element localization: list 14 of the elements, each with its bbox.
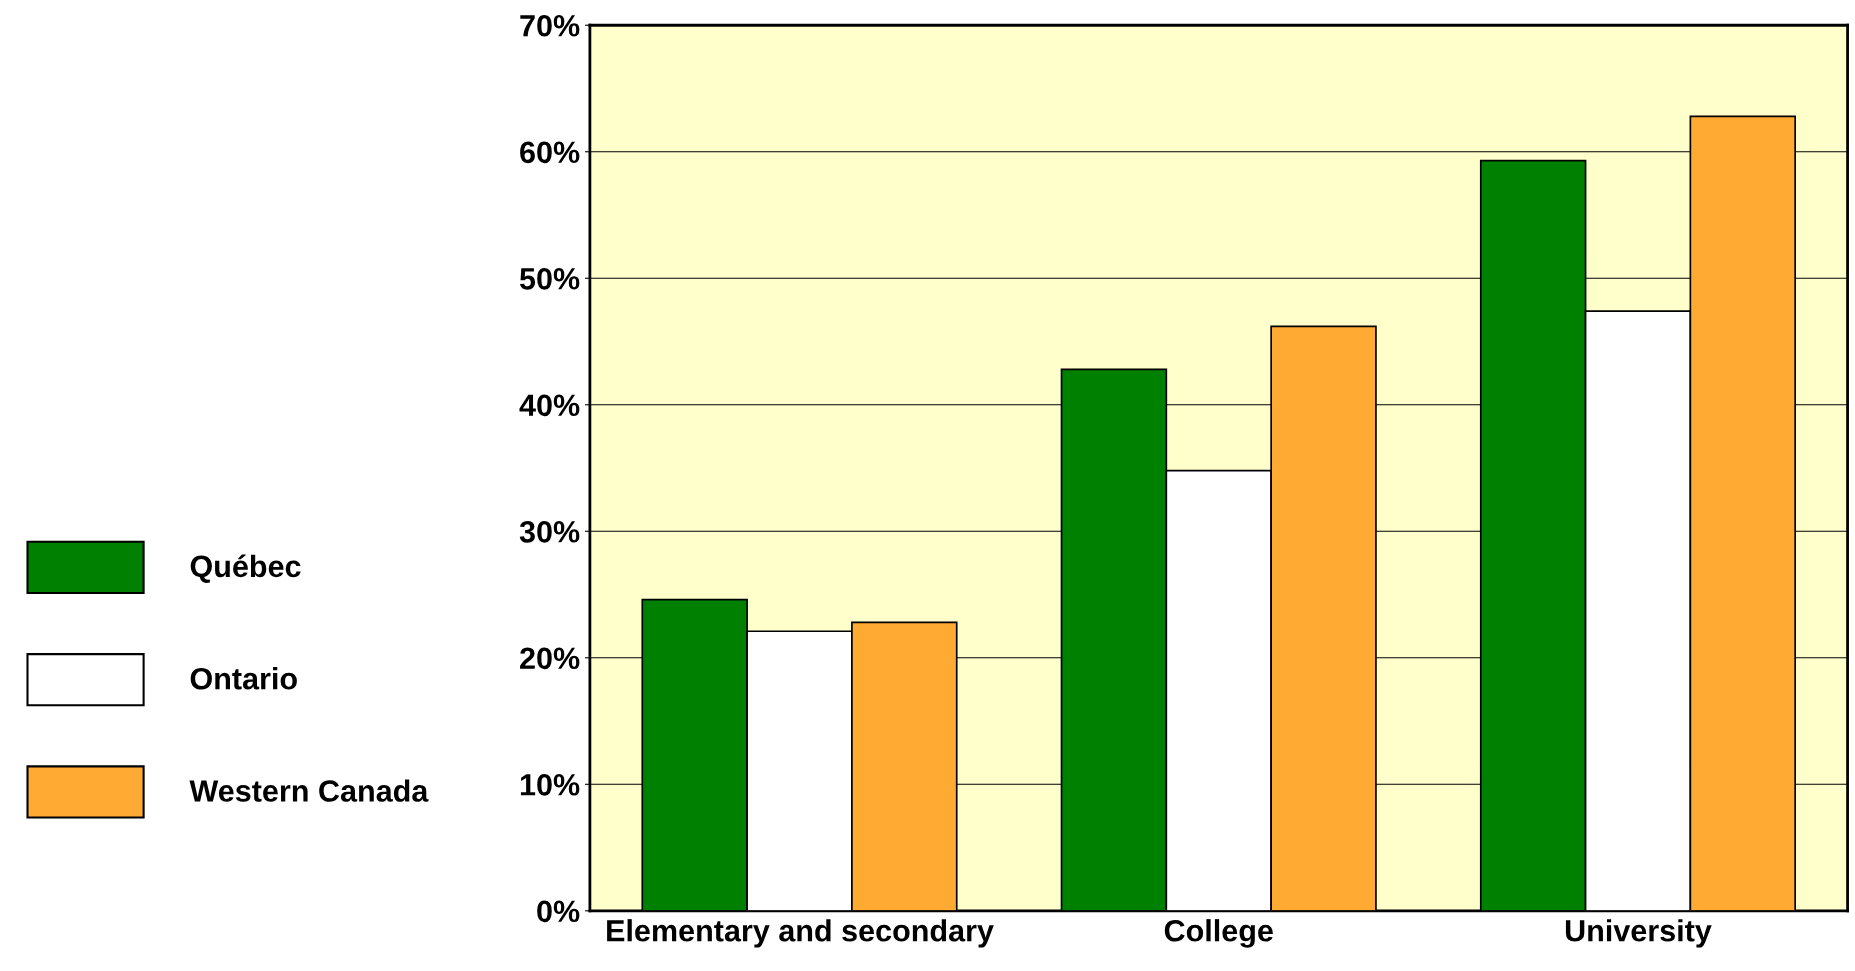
x-tick-label: University xyxy=(1565,919,1712,948)
x-tick-label: Elementary and secondary xyxy=(607,919,994,948)
legend-label: Ontario xyxy=(190,667,297,690)
legend-label: Western Canada xyxy=(189,779,429,802)
y-tick-label: 50% xyxy=(519,268,580,290)
y-tick-label: 70% xyxy=(520,14,580,37)
y-tick-label: 10% xyxy=(520,774,580,796)
y-tick-label: 0% xyxy=(537,900,580,923)
x-tick-label: College xyxy=(1164,919,1273,948)
y-tick-label: 60% xyxy=(520,141,580,164)
legend-label: Québec xyxy=(190,554,301,583)
y-tick-label: 30% xyxy=(519,521,580,543)
y-tick-label: 40% xyxy=(519,394,580,417)
y-tick-label: 20% xyxy=(520,647,580,670)
